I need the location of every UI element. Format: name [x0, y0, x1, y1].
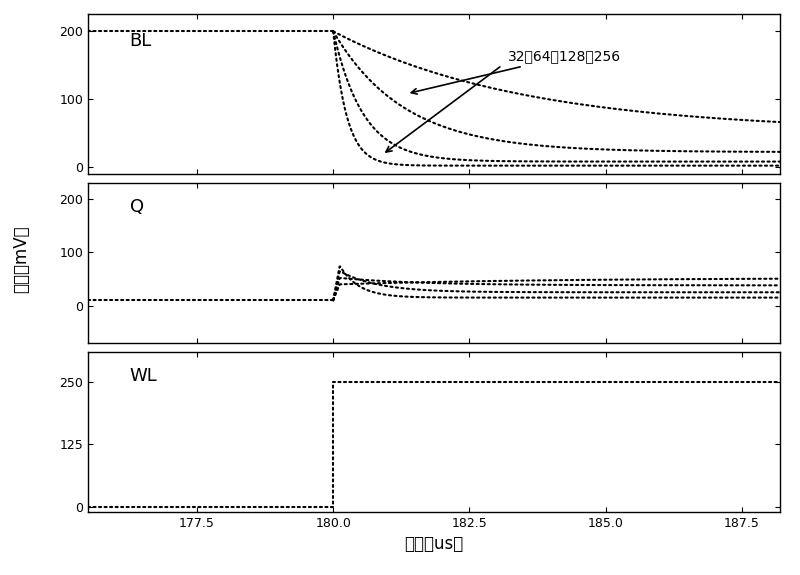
Text: 32、64、128、256: 32、64、128、256	[411, 49, 621, 94]
Text: BL: BL	[130, 32, 152, 50]
Text: 电压（mV）: 电压（mV）	[12, 225, 30, 293]
X-axis label: 时间（us）: 时间（us）	[404, 535, 464, 553]
Text: Q: Q	[130, 198, 144, 216]
Text: WL: WL	[130, 367, 158, 385]
